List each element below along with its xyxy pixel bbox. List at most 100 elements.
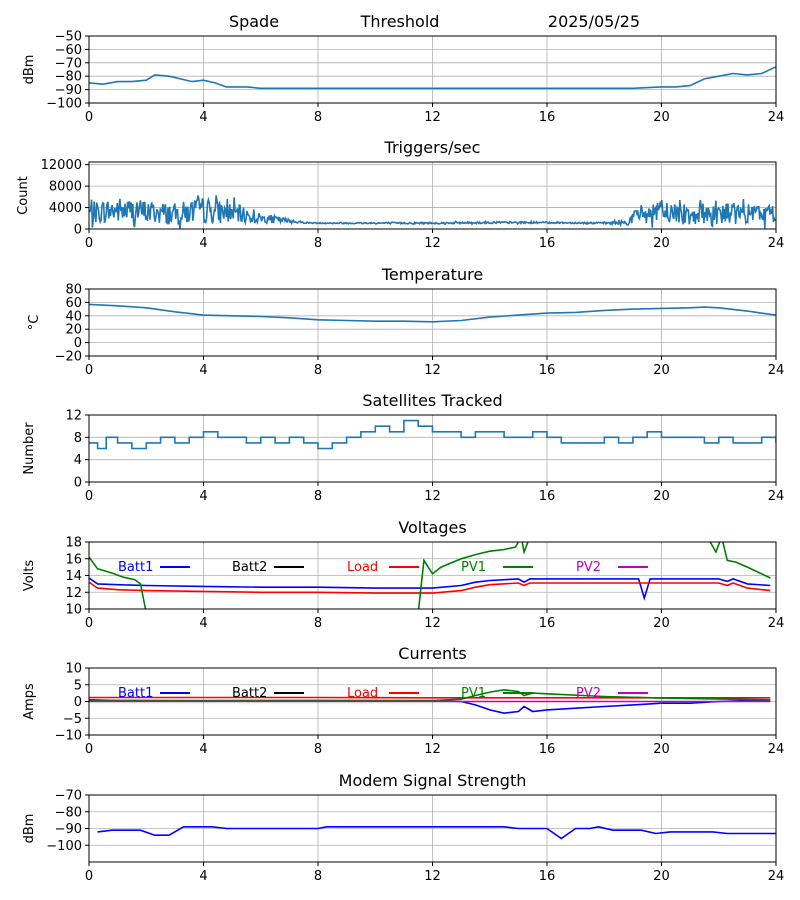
series-line-pv1 <box>89 542 771 609</box>
series-group <box>89 419 776 450</box>
x-tick-label: 12 <box>424 869 441 884</box>
legend-label-pv1: PV1 <box>461 560 486 575</box>
series-line <box>89 303 776 323</box>
y-tick-label: 12 <box>65 409 82 424</box>
legend-label-pv1: PV1 <box>461 686 486 701</box>
x-tick-label: 20 <box>653 616 670 631</box>
chart-title: Voltages <box>398 518 466 537</box>
y-tick-label: 8 <box>74 431 82 446</box>
y-tick-label: −70 <box>55 789 82 804</box>
x-tick-label: 16 <box>539 742 556 757</box>
x-tick-label: 20 <box>653 363 670 378</box>
x-tick-label: 8 <box>314 869 322 884</box>
series-line-pv1 <box>89 688 771 702</box>
x-tick-label: 24 <box>768 869 785 884</box>
y-tick-label: 12000 <box>41 158 82 173</box>
x-tick-label: 24 <box>768 616 785 631</box>
y-tick-label: −90 <box>55 822 82 837</box>
x-tick-label: 4 <box>199 363 207 378</box>
x-tick-label: 12 <box>424 236 441 251</box>
x-tick-label: 4 <box>199 236 207 251</box>
series-group <box>89 66 776 90</box>
y-axis-label: dBm <box>22 814 37 844</box>
x-tick-label: 8 <box>314 236 322 251</box>
chart-title: Currents <box>398 644 466 663</box>
y-tick-label: 5 <box>74 678 82 693</box>
y-tick-label: −80 <box>55 70 82 85</box>
y-tick-label: 4000 <box>49 201 82 216</box>
header-site: Spade <box>229 12 279 31</box>
series-line-batt1 <box>89 577 771 601</box>
y-tick-label: 14 <box>65 569 82 584</box>
header-date: 2025/05/25 <box>548 12 640 31</box>
y-tick-label: 60 <box>65 296 82 311</box>
y-tick-label: 0 <box>74 695 82 710</box>
x-tick-label: 4 <box>199 110 207 125</box>
chart-title: Triggers/sec <box>384 138 481 157</box>
chart-title: Modem Signal Strength <box>339 771 527 790</box>
x-tick-label: 16 <box>539 489 556 504</box>
legend-label-batt2: Batt2 <box>232 686 267 701</box>
legend-label-load: Load <box>347 560 378 575</box>
y-tick-label: 40 <box>65 309 82 324</box>
y-tick-label: 10 <box>65 662 82 677</box>
y-tick-label: −70 <box>55 56 82 71</box>
panel-satellites: 0 4 8 12 16 20 24 0 4 8 12 Satellites Tracked Number <box>22 391 784 504</box>
panel-modem: 0 4 8 12 16 20 24 −100 −90 −80−70 Modem Signal Str… <box>22 771 784 884</box>
series-line <box>89 419 776 450</box>
legend-label-pv2: PV2 <box>576 686 601 701</box>
x-tick-label: 0 <box>85 489 93 504</box>
y-tick-label: −50 <box>55 30 82 45</box>
series-group <box>97 825 776 840</box>
x-tick-label: 24 <box>768 110 785 125</box>
x-tick-label: 8 <box>314 110 322 125</box>
x-tick-label: 12 <box>424 110 441 125</box>
y-tick-label: −60 <box>55 43 82 58</box>
legend-label-load: Load <box>347 686 378 701</box>
chart-title: Temperature <box>381 265 483 284</box>
series-line <box>89 195 776 229</box>
x-tick-label: 0 <box>85 363 93 378</box>
y-tick-label: −80 <box>55 805 82 820</box>
x-tick-label: 20 <box>653 236 670 251</box>
x-tick-label: 4 <box>199 489 207 504</box>
series-group <box>89 195 776 229</box>
x-tick-label: 8 <box>314 742 322 757</box>
x-tick-label: 20 <box>653 489 670 504</box>
x-tick-label: 8 <box>314 489 322 504</box>
x-tick-label: 8 <box>314 363 322 378</box>
series-line <box>89 66 776 90</box>
x-tick-label: 20 <box>653 869 670 884</box>
x-tick-label: 16 <box>539 869 556 884</box>
panel-threshold: 0 4 8 12 16 20 24 −100−90−80−70−60−50 dBm <box>22 30 784 126</box>
x-tick-label: 16 <box>539 110 556 125</box>
y-tick-label: −90 <box>55 83 82 98</box>
series-group <box>89 303 776 323</box>
y-tick-label: 80 <box>65 283 82 298</box>
x-tick-label: 24 <box>768 742 785 757</box>
x-tick-label: 8 <box>314 616 322 631</box>
x-tick-label: 12 <box>424 742 441 757</box>
x-tick-label: 20 <box>653 110 670 125</box>
x-tick-label: 12 <box>424 616 441 631</box>
y-tick-label: 10 <box>65 603 82 618</box>
y-axis-label: Count <box>16 176 31 215</box>
legend-label-batt1: Batt1 <box>118 560 153 575</box>
y-tick-label: −100 <box>46 97 82 112</box>
y-tick-label: −10 <box>55 729 82 744</box>
x-tick-label: 16 <box>539 236 556 251</box>
x-tick-label: 12 <box>424 489 441 504</box>
y-axis-label: °C <box>27 315 42 331</box>
x-tick-label: 0 <box>85 236 93 251</box>
y-tick-label: 8000 <box>49 180 82 195</box>
x-tick-label: 4 <box>199 869 207 884</box>
x-tick-label: 20 <box>653 742 670 757</box>
x-tick-label: 24 <box>768 489 785 504</box>
x-tick-label: 0 <box>85 869 93 884</box>
series-line <box>97 825 776 840</box>
x-tick-label: 16 <box>539 616 556 631</box>
